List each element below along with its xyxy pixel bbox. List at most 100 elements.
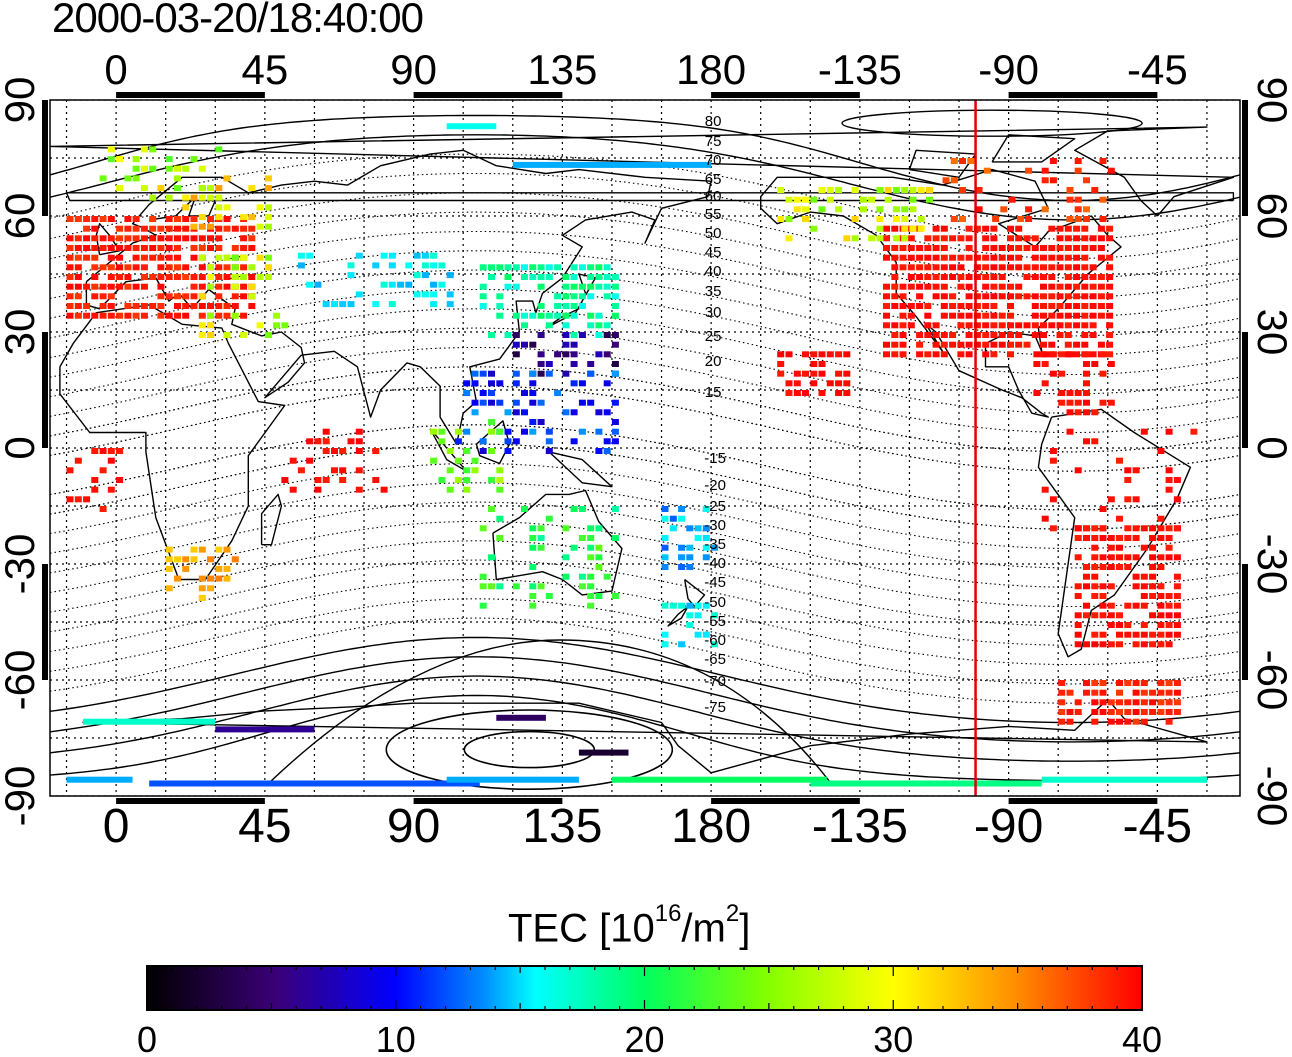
tec-cell (892, 235, 900, 242)
tec-cell (578, 380, 586, 387)
tec-cell (957, 254, 965, 261)
tec-cell (223, 264, 231, 271)
tec-cell (1049, 351, 1057, 358)
tec-cell (256, 204, 264, 211)
tec-cell (488, 399, 495, 406)
tec-cell (140, 235, 148, 242)
tec-cell (1015, 245, 1023, 251)
tec-cell (1124, 680, 1132, 686)
tec-cell (982, 312, 990, 319)
tec-cell (595, 312, 603, 319)
tec-cell (973, 322, 981, 329)
tec-cell (140, 185, 148, 192)
tec-cell (174, 245, 181, 251)
tec-cell (1165, 467, 1173, 474)
tec-cell (529, 380, 537, 387)
tec-cell (248, 225, 256, 232)
tec-cell (1083, 177, 1090, 184)
tec-cell (957, 322, 965, 329)
tec-cell (1097, 235, 1105, 242)
tec-cell (521, 264, 528, 271)
tec-cell (446, 291, 454, 298)
tec-cell (1165, 544, 1173, 551)
lon-tick-top: -90 (978, 46, 1039, 93)
tec-cell (1107, 622, 1115, 628)
tec-cell (504, 274, 512, 280)
tec-cell (992, 216, 1000, 222)
tec-cell (949, 312, 957, 319)
tec-cell (883, 245, 890, 251)
tec-cell (924, 312, 932, 319)
lat-tick-left: 60 (0, 193, 43, 240)
tec-cell (74, 283, 82, 290)
tec-cell (694, 525, 702, 532)
tec-cell (165, 245, 173, 251)
tec-cell (1056, 235, 1064, 242)
tec-cell (314, 477, 322, 483)
tec-cell (107, 235, 115, 242)
tec-cell (785, 235, 793, 242)
colorbar-tick-label: 30 (873, 1019, 913, 1057)
tec-cell (1033, 351, 1041, 358)
tec-cell (1074, 631, 1082, 638)
tec-cell (140, 283, 148, 290)
coastline (684, 578, 706, 608)
tec-cell (1083, 641, 1090, 648)
tec-cell (595, 525, 603, 532)
tec-cell (1074, 409, 1082, 416)
tec-cell (372, 448, 380, 454)
tec-cell (678, 515, 686, 522)
tec-cell (140, 165, 148, 172)
tec-cell (182, 264, 190, 271)
tec-cell (587, 399, 595, 406)
tec-cell (570, 506, 578, 512)
tec-cell (899, 283, 907, 290)
tec-cell (1157, 699, 1165, 706)
tec-cell (198, 594, 206, 601)
tec-cell (587, 293, 595, 300)
tec-cell (1031, 312, 1039, 319)
lat-tick-right: -90 (1249, 766, 1292, 827)
lat-tick-right: 60 (1249, 193, 1292, 240)
tec-cell (1107, 361, 1115, 367)
tec-cell (1007, 254, 1014, 261)
tec-cell (488, 448, 495, 454)
tec-cell (810, 225, 818, 232)
tec-cell (1099, 593, 1107, 599)
tec-cell (248, 264, 256, 271)
tec-cell (1081, 225, 1089, 232)
tec-cell (149, 235, 157, 242)
tec-cell (1149, 544, 1157, 551)
tec-cell (545, 361, 553, 367)
tec-cell (240, 274, 248, 280)
tec-cell (207, 332, 214, 338)
tec-cell (942, 177, 950, 184)
magnetic-contour (50, 443, 1240, 530)
tec-cell (1116, 718, 1123, 725)
tec-cell (496, 486, 504, 493)
tec-cell (537, 303, 545, 309)
tec-cell (907, 312, 915, 319)
tec-cell (1157, 515, 1165, 522)
tec-cell (1089, 303, 1097, 309)
tec-cell (1097, 303, 1105, 309)
tec-cell (1049, 525, 1057, 532)
tec-cell (1089, 235, 1097, 242)
coastline (545, 273, 597, 329)
tec-cell (198, 194, 206, 201)
tec-cell (215, 146, 223, 153)
tec-cell (1066, 216, 1074, 222)
tec-cell (1140, 699, 1148, 706)
tec-cell (355, 291, 363, 298)
tec-cell (504, 448, 512, 454)
magnetic-contour (50, 520, 1240, 608)
tec-cell (182, 204, 190, 211)
tec-cell (116, 156, 124, 163)
tec-cell (223, 546, 231, 553)
tec-cell (802, 390, 809, 396)
tec-cell (562, 351, 570, 358)
contour-label: 65 (705, 171, 722, 188)
tec-cell (876, 216, 884, 222)
tec-cell (851, 235, 859, 242)
tec-cell (702, 631, 710, 638)
